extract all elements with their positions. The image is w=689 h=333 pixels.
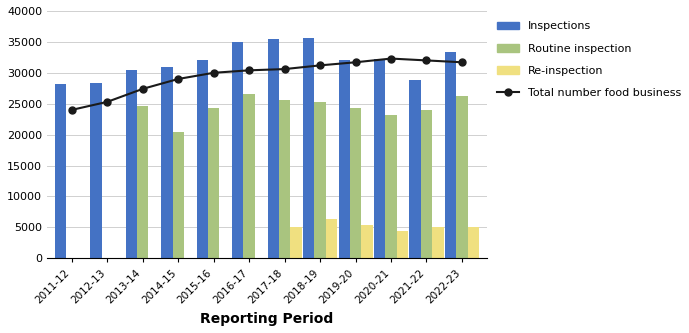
Bar — [326, 219, 337, 258]
Bar — [137, 106, 148, 258]
Bar — [468, 227, 479, 258]
Total number food business — [387, 57, 395, 61]
Total number food business — [103, 100, 112, 104]
Bar — [290, 227, 302, 258]
X-axis label: Reporting Period: Reporting Period — [200, 312, 333, 326]
Bar — [196, 60, 208, 258]
Total number food business — [209, 71, 218, 75]
Total number food business — [245, 68, 254, 72]
Bar — [267, 39, 279, 258]
Total number food business — [280, 67, 289, 71]
Bar — [172, 132, 184, 258]
Bar — [374, 59, 385, 258]
Legend: Inspections, Routine inspection, Re-inspection, Total number food business: Inspections, Routine inspection, Re-insp… — [497, 21, 681, 98]
Bar — [432, 227, 444, 258]
Total number food business — [68, 108, 76, 112]
Total number food business — [138, 87, 147, 91]
Bar — [314, 103, 326, 258]
Total number food business — [457, 60, 466, 64]
Bar — [397, 230, 408, 258]
Total number food business — [174, 77, 183, 81]
Bar — [125, 70, 137, 258]
Bar — [161, 67, 172, 258]
Bar — [54, 84, 66, 258]
Bar — [421, 110, 432, 258]
Total number food business — [316, 63, 325, 67]
Bar — [243, 95, 255, 258]
Bar — [279, 100, 290, 258]
Bar — [385, 116, 397, 258]
Total number food business — [351, 60, 360, 64]
Bar — [361, 225, 373, 258]
Bar — [409, 80, 421, 258]
Total number food business — [422, 58, 431, 62]
Bar — [90, 83, 101, 258]
Bar — [338, 60, 350, 258]
Line: Total number food business: Total number food business — [68, 55, 466, 113]
Bar — [303, 38, 314, 258]
Bar — [445, 52, 456, 258]
Bar — [456, 96, 468, 258]
Bar — [350, 108, 361, 258]
Bar — [232, 42, 243, 258]
Bar — [208, 108, 219, 258]
